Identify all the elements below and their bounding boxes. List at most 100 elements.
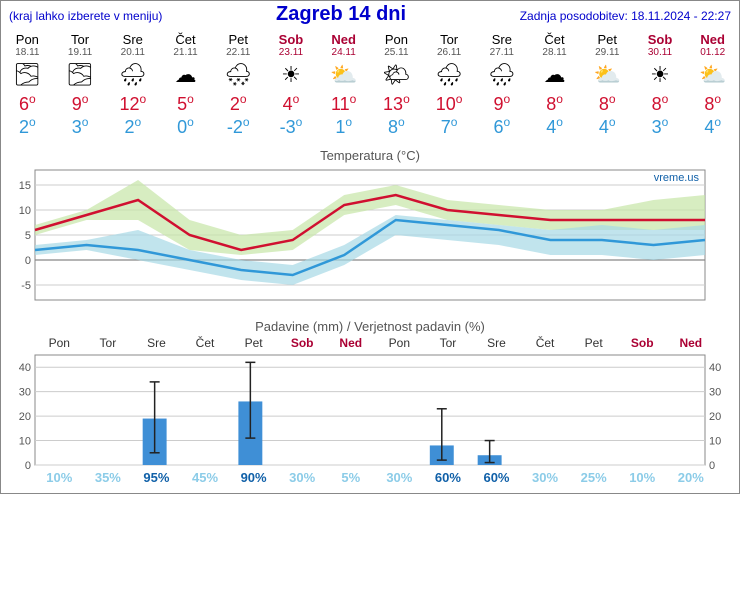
high-temp: 9o [54, 92, 107, 115]
header-bar: (kraj lahko izberete v meniju) Zagreb 14… [1, 1, 739, 28]
menu-hint[interactable]: (kraj lahko izberete v meniju) [9, 9, 162, 23]
precip-day-label: Čet [181, 336, 230, 350]
day-labels-row: Pon18.11Tor19.11Sre20.11Čet21.11Pet22.11… [1, 28, 739, 58]
svg-text:10: 10 [19, 436, 31, 448]
precip-day-label: Pon [375, 336, 424, 350]
high-temp: 5o [159, 92, 212, 115]
forecast-widget: (kraj lahko izberete v meniju) Zagreb 14… [0, 0, 740, 494]
high-temp: 10o [423, 92, 476, 115]
high-temp: 9o [475, 92, 528, 115]
precip-day-label: Ned [667, 336, 716, 350]
precip-chart-section: Padavine (mm) / Verjetnost padavin (%) P… [1, 309, 739, 493]
low-temp: 7o [423, 115, 476, 138]
precip-probability: 35% [84, 470, 133, 485]
precip-probability: 30% [521, 470, 570, 485]
low-temp: 3o [54, 115, 107, 138]
precip-day-label: Ned [326, 336, 375, 350]
weather-icon: ☁ [159, 60, 212, 90]
precip-probability: 45% [181, 470, 230, 485]
day-header: Ned01.12 [686, 32, 739, 58]
low-temp: 8o [370, 115, 423, 138]
day-header: Ned24.11 [317, 32, 370, 58]
high-temp: 6o [1, 92, 54, 115]
page-title: Zagreb 14 dni [276, 3, 406, 26]
low-temps-row: 2o3o2o0o-2o-3o1o8o7o6o4o4o3o4o [1, 115, 739, 138]
high-temp: 2o [212, 92, 265, 115]
precip-day-label: Pon [35, 336, 84, 350]
precip-day-label: Sre [132, 336, 181, 350]
precip-probability: 95% [132, 470, 181, 485]
precip-probability: 90% [229, 470, 278, 485]
day-header: Pon18.11 [1, 32, 54, 58]
low-temp: 6o [475, 115, 528, 138]
high-temps-row: 6o9o12o5o2o4o11o13o10o9o8o8o8o8o [1, 92, 739, 115]
precip-probability: 60% [424, 470, 473, 485]
precip-day-labels: PonTorSreČetPetSobNedPonTorSreČetPetSobN… [5, 336, 735, 350]
precip-probability: 30% [375, 470, 424, 485]
precip-probability: 60% [472, 470, 521, 485]
day-header: Sre27.11 [475, 32, 528, 58]
svg-text:20: 20 [19, 411, 31, 423]
weather-icon: 🌧 [475, 60, 528, 90]
precip-day-label: Sob [618, 336, 667, 350]
low-temp: 2o [1, 115, 54, 138]
weather-icon: 🌨 [212, 60, 265, 90]
precip-day-label: Pet [229, 336, 278, 350]
low-temp: 3o [634, 115, 687, 138]
svg-text:0: 0 [25, 255, 31, 267]
weather-icon: ⛅ [581, 60, 634, 90]
svg-text:0: 0 [25, 460, 31, 470]
weather-icon: 🌧 [423, 60, 476, 90]
low-temp: 4o [686, 115, 739, 138]
svg-text:-5: -5 [21, 280, 31, 292]
precip-probability-row: 10%35%95%45%90%30%5%30%60%60%30%25%10%20… [5, 470, 735, 489]
low-temp: 4o [581, 115, 634, 138]
weather-icon: ⛅ [686, 60, 739, 90]
weather-icon: 🌤 [370, 60, 423, 90]
svg-text:40: 40 [19, 362, 31, 374]
weather-icon: 🌫 [1, 60, 54, 90]
high-temp: 4o [265, 92, 318, 115]
precipitation-chart: 001010202030304040 [5, 350, 725, 470]
low-temp: 2o [106, 115, 159, 138]
temp-chart-section: Temperatura (°C) -5051015vreme.us [1, 138, 739, 309]
day-header: Pet29.11 [581, 32, 634, 58]
day-header: Tor19.11 [54, 32, 107, 58]
day-header: Pet22.11 [212, 32, 265, 58]
low-temp: 4o [528, 115, 581, 138]
svg-text:0: 0 [709, 460, 715, 470]
precip-day-label: Pet [569, 336, 618, 350]
high-temp: 13o [370, 92, 423, 115]
temperature-chart: -5051015vreme.us [5, 165, 725, 305]
day-header: Pon25.11 [370, 32, 423, 58]
weather-icon: ☀ [265, 60, 318, 90]
svg-text:40: 40 [709, 362, 721, 374]
high-temp: 8o [581, 92, 634, 115]
low-temp: -3o [265, 115, 318, 138]
weather-icon: ☀ [634, 60, 687, 90]
last-updated: Zadnja posodobitev: 18.11.2024 - 22:27 [520, 9, 731, 23]
precip-chart-title: Padavine (mm) / Verjetnost padavin (%) [5, 313, 735, 336]
precip-probability: 5% [326, 470, 375, 485]
high-temp: 8o [686, 92, 739, 115]
high-temp: 11o [317, 92, 370, 115]
day-header: Sre20.11 [106, 32, 159, 58]
precip-probability: 10% [618, 470, 667, 485]
svg-text:20: 20 [709, 411, 721, 423]
temp-chart-title: Temperatura (°C) [5, 142, 735, 165]
weather-icon: ☁ [528, 60, 581, 90]
day-header: Čet28.11 [528, 32, 581, 58]
precip-probability: 25% [569, 470, 618, 485]
low-temp: 1o [317, 115, 370, 138]
precip-day-label: Tor [84, 336, 133, 350]
precip-day-label: Sob [278, 336, 327, 350]
svg-text:10: 10 [709, 436, 721, 448]
precip-day-label: Sre [472, 336, 521, 350]
precip-probability: 30% [278, 470, 327, 485]
svg-text:vreme.us: vreme.us [654, 172, 700, 184]
precip-day-label: Čet [521, 336, 570, 350]
day-header: Sob30.11 [634, 32, 687, 58]
precip-probability: 10% [35, 470, 84, 485]
weather-icons-row: 🌫🌫🌧☁🌨☀⛅🌤🌧🌧☁⛅☀⛅ [1, 58, 739, 92]
low-temp: 0o [159, 115, 212, 138]
